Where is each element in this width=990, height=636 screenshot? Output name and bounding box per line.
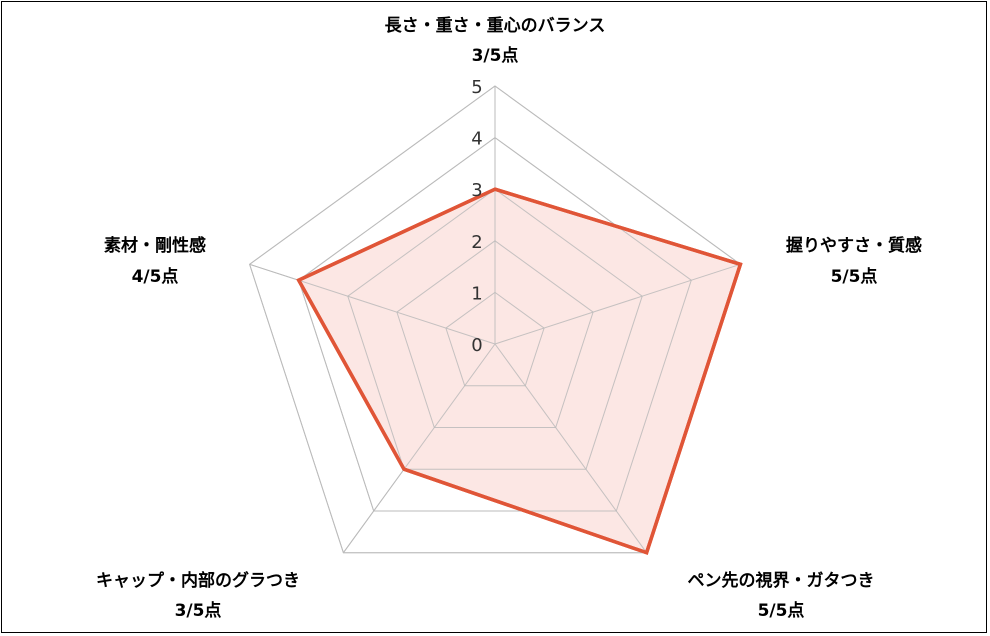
axis-label: キャップ・内部のグラつき xyxy=(96,570,300,591)
axis-score: 3/5点 xyxy=(472,45,519,66)
tick-label: 4 xyxy=(471,129,482,150)
radar-tick-labels: 0 1 2 3 4 5 xyxy=(471,77,482,356)
grid-ring xyxy=(298,136,692,512)
axis-score: 3/5点 xyxy=(175,600,222,621)
axis-label: 握りやすさ・質感 xyxy=(786,235,922,256)
tick-label: 0 xyxy=(471,335,482,356)
grid-spoke xyxy=(342,343,496,553)
grid-spoke xyxy=(249,263,496,345)
axis-score: 5/5点 xyxy=(758,600,805,621)
grid-ring xyxy=(445,291,545,387)
axis-label: ペン先の視界・ガタつき xyxy=(688,570,875,591)
series-outline xyxy=(296,187,743,555)
grid-ring xyxy=(347,188,643,470)
axis-score: 4/5点 xyxy=(132,266,179,287)
axis-label: 長さ・重さ・重心のバランス xyxy=(385,15,606,36)
tick-label: 5 xyxy=(471,77,482,98)
tick-label: 3 xyxy=(471,180,482,201)
grid-spoke xyxy=(494,263,741,345)
grid-ring xyxy=(249,85,741,554)
axis-score: 5/5点 xyxy=(831,266,878,287)
radar-series xyxy=(249,85,743,555)
grid-ring xyxy=(396,240,594,428)
tick-label: 2 xyxy=(471,232,482,253)
radar-axis-labels: 長さ・重さ・重心のバランス 3/5点 握りやすさ・質感 5/5点 ペン先の視界・… xyxy=(96,15,922,621)
radar-spokes-overlay xyxy=(249,86,741,553)
tick-label: 1 xyxy=(471,283,482,304)
grid-spoke xyxy=(494,343,648,553)
axis-label: 素材・剛性感 xyxy=(104,235,206,256)
radar-grid-overlay xyxy=(249,85,741,554)
